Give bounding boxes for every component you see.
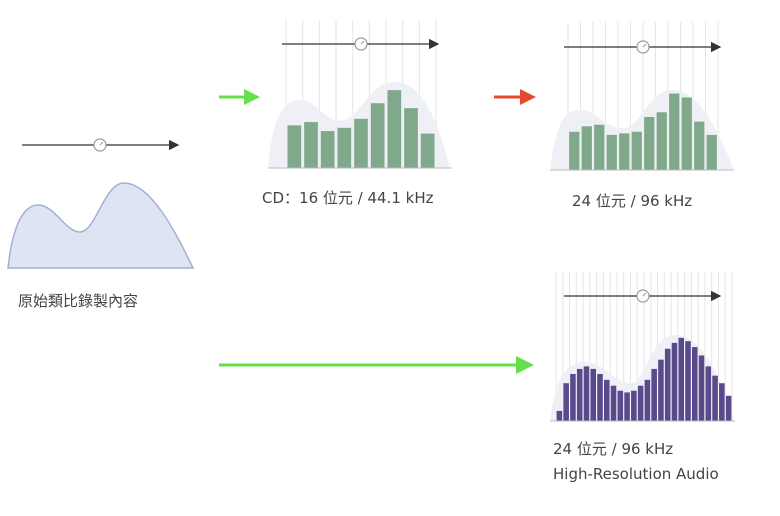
- hra-sample-bar: [610, 385, 617, 421]
- hires-sample-bar: [669, 93, 680, 170]
- hra-format-label: 24 位元 / 96 kHz: [553, 440, 674, 458]
- hra-label-block: 24 位元 / 96 kHz High-Resolution Audio: [553, 437, 719, 487]
- hra-sample-bar: [624, 392, 630, 421]
- cd-sample-bar: [354, 118, 368, 168]
- hra-sample-bar: [631, 390, 637, 421]
- hires-sample-bar: [644, 116, 655, 170]
- original-recording-label: 原始類比錄製內容: [18, 292, 139, 310]
- cd-sample-bars: [287, 90, 435, 168]
- hires-sample-bar: [631, 131, 642, 170]
- hires-sample-bar: [619, 133, 630, 170]
- cd-sample-bar: [320, 131, 335, 168]
- hires-sample-bars: [569, 93, 717, 170]
- hra-sample-bar: [603, 379, 610, 421]
- cd-sample-bar: [304, 122, 318, 168]
- cd-sample-bar: [370, 103, 385, 168]
- cd-format-label: CD：16 位元 / 44.1 kHz: [262, 189, 434, 207]
- hires-sample-bar: [606, 134, 617, 170]
- hra-sample-bar: [576, 368, 583, 421]
- arrow-original-to-cd: [219, 89, 260, 105]
- hra-sample-bars: [556, 337, 732, 421]
- hires-sample-bar: [594, 124, 605, 170]
- cd-sampling-panel: [268, 20, 452, 169]
- hra-sample-bar: [725, 395, 732, 421]
- hra-sample-bar: [671, 342, 678, 421]
- hires-sample-bar: [656, 112, 667, 170]
- hra-sample-bar: [719, 383, 725, 421]
- original-analog-panel: [7, 138, 195, 269]
- cd-sample-bar: [420, 133, 435, 168]
- cd-sample-bar: [287, 125, 302, 168]
- hra-sample-bar: [597, 373, 603, 421]
- hra-sample-bar: [570, 373, 576, 421]
- hires-24-96-panel: [550, 22, 734, 171]
- hra-sample-bar: [678, 337, 685, 421]
- hra-sample-bar: [556, 410, 563, 421]
- hra-sample-bar: [617, 390, 624, 421]
- hires-sample-bar: [706, 134, 717, 170]
- high-resolution-audio-panel: [550, 272, 735, 422]
- arrow-cd-to-hires: [494, 89, 536, 105]
- hra-sample-bar: [637, 385, 644, 421]
- clock-circle-icon: [636, 289, 650, 303]
- hra-sample-bar: [664, 348, 671, 421]
- hires-sample-bar: [581, 126, 592, 170]
- hra-sample-bar: [563, 383, 569, 421]
- hra-sample-bar: [691, 347, 698, 421]
- hra-title-label: High-Resolution Audio: [553, 465, 719, 483]
- clock-circle-icon: [354, 37, 368, 51]
- clock-circle-icon: [636, 40, 650, 54]
- clock-circle-icon: [93, 138, 107, 152]
- analog-waveform: [7, 182, 195, 269]
- hires-sample-bar: [681, 97, 692, 170]
- arrow-original-to-hra: [219, 356, 534, 374]
- cd-sample-bar: [404, 108, 418, 168]
- cd-sample-bar: [387, 90, 402, 168]
- hires-sample-bar: [569, 131, 580, 170]
- hra-sample-bar: [712, 375, 718, 421]
- hra-sample-bar: [705, 366, 712, 421]
- hires-format-label: 24 位元 / 96 kHz: [572, 192, 693, 210]
- hra-sample-bar: [590, 368, 597, 421]
- hra-sample-bar: [651, 368, 657, 421]
- hires-sample-bar: [694, 121, 705, 170]
- hra-sample-bar: [644, 379, 651, 421]
- hra-sample-bar: [698, 355, 705, 421]
- hra-sample-bar: [658, 359, 664, 421]
- cd-sample-bar: [337, 127, 352, 168]
- hra-sample-bar: [685, 341, 691, 421]
- hra-sample-bar: [583, 366, 590, 421]
